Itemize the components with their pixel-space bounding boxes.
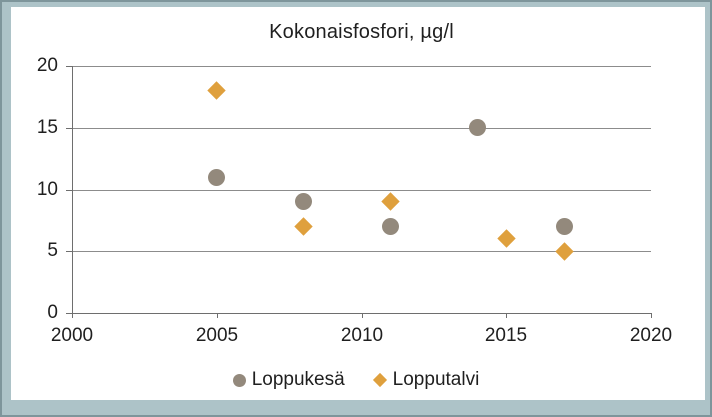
y-axis-tick [66,313,72,314]
y-axis-tick [66,128,72,129]
x-axis-tick [651,313,652,318]
x-tick-label: 2005 [195,325,239,346]
y-axis-tick [66,251,72,252]
x-tick-label: 2000 [50,325,94,346]
gridline [72,190,651,191]
legend-item-lopputalvi: Lopputalvi [372,369,480,391]
chart-title: Kokonaisfosfori, µg/l [269,21,454,43]
x-axis-tick [72,313,73,318]
y-tick-label: 5 [47,240,58,261]
data-point-circle [381,218,399,236]
legend-item-loppukesa: Loppukesä [232,369,345,391]
y-axis-tick [66,66,72,67]
chart-canvas [11,7,705,400]
x-axis-tick [217,313,218,318]
legend: Loppukesä Lopputalvi [0,369,712,391]
y-tick-label: 20 [36,55,58,76]
x-axis-tick [362,313,363,318]
x-tick-label: 2010 [340,325,384,346]
legend-label-loppukesa: Loppukesä [251,369,345,390]
x-tick-label: 2020 [629,325,673,346]
gridline [72,66,651,67]
diamond-marker-icon [372,372,387,388]
legend-label-lopputalvi: Lopputalvi [392,369,480,390]
x-tick-label: 2015 [484,325,528,346]
circle-marker-icon [232,373,246,387]
x-axis-tick [506,313,507,318]
gridline [72,313,651,314]
y-tick-label: 10 [36,179,58,200]
y-tick-label: 15 [36,117,58,138]
data-point-circle [208,168,226,186]
data-point-circle [295,193,313,211]
y-axis-line [72,66,73,318]
gridline [72,128,651,129]
gridline [72,251,651,252]
data-point-circle [468,119,486,137]
y-axis-tick [66,190,72,191]
data-point-circle [555,218,573,236]
y-tick-label: 0 [47,302,58,323]
